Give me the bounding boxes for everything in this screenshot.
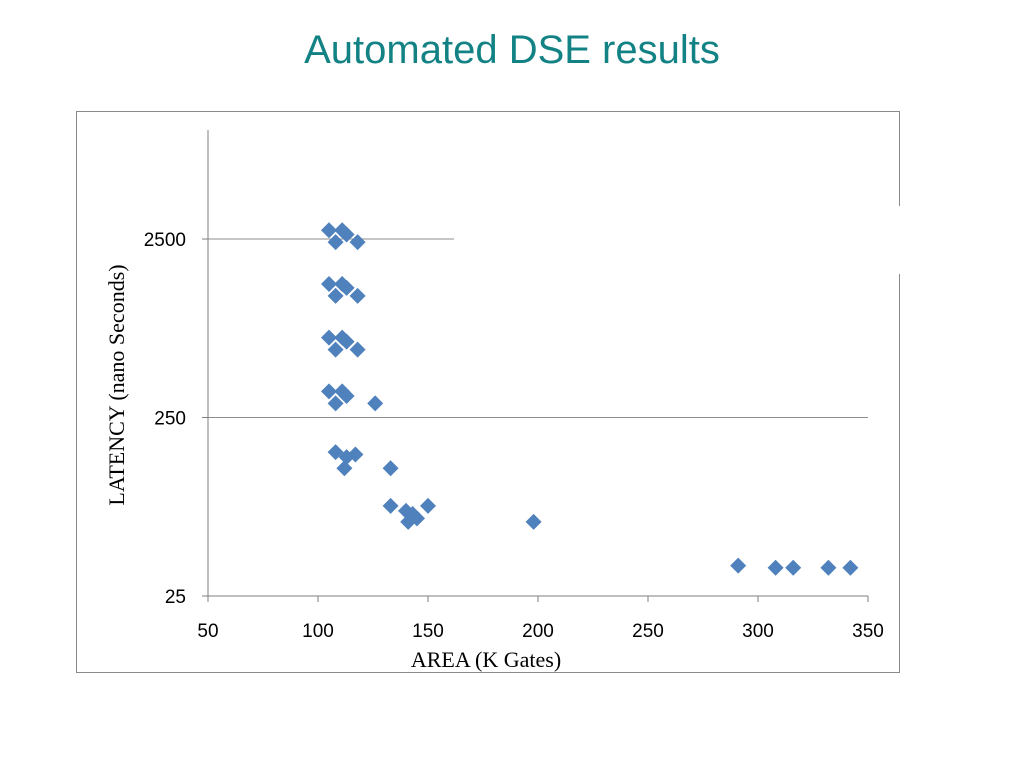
x-tick-label: 150 (412, 621, 444, 642)
data-point (338, 226, 355, 243)
data-point (338, 387, 355, 404)
tick-labels: 25 250 2500 50 100 150 200 250 300 350 (144, 230, 884, 642)
data-point (367, 395, 384, 412)
data-point (327, 234, 344, 251)
data-point (409, 510, 425, 527)
frame-gap (898, 206, 904, 274)
data-point (321, 275, 337, 292)
data-point (382, 497, 399, 514)
data-point (327, 444, 344, 461)
data-points (321, 222, 859, 576)
data-point (842, 559, 859, 576)
data-point (338, 279, 355, 296)
x-tick-label: 200 (522, 621, 554, 642)
y-tick-label: 250 (154, 409, 186, 430)
data-point (525, 513, 542, 530)
data-point (327, 341, 344, 358)
data-point (349, 234, 366, 251)
data-point (321, 383, 337, 400)
y-axis-title: LATENCY (nano Seconds) (104, 264, 129, 505)
data-point (767, 559, 784, 576)
x-tick-label: 100 (302, 621, 334, 642)
data-point (730, 557, 747, 574)
x-tick-label: 50 (197, 621, 218, 642)
data-point (327, 287, 344, 304)
data-point (382, 460, 399, 477)
data-point (321, 222, 337, 239)
data-point (349, 341, 366, 358)
data-point (820, 559, 837, 576)
axes (202, 130, 868, 597)
data-point (338, 333, 355, 350)
y-tick-label: 2500 (144, 230, 186, 251)
gridlines (202, 238, 868, 418)
chart-area (76, 111, 900, 673)
x-tick-label: 350 (852, 621, 884, 642)
y-tick-label: 25 (165, 587, 186, 608)
data-point (321, 329, 337, 346)
slide-title: Automated DSE results (304, 28, 720, 72)
data-point (420, 497, 436, 514)
data-point (349, 287, 366, 304)
x-axis-title: AREA (K Gates) (411, 647, 561, 672)
data-point (347, 446, 364, 463)
data-point (336, 460, 353, 477)
data-point (327, 395, 344, 412)
data-point (785, 559, 802, 576)
x-tick-label: 250 (632, 621, 664, 642)
x-tick-label: 300 (742, 621, 774, 642)
